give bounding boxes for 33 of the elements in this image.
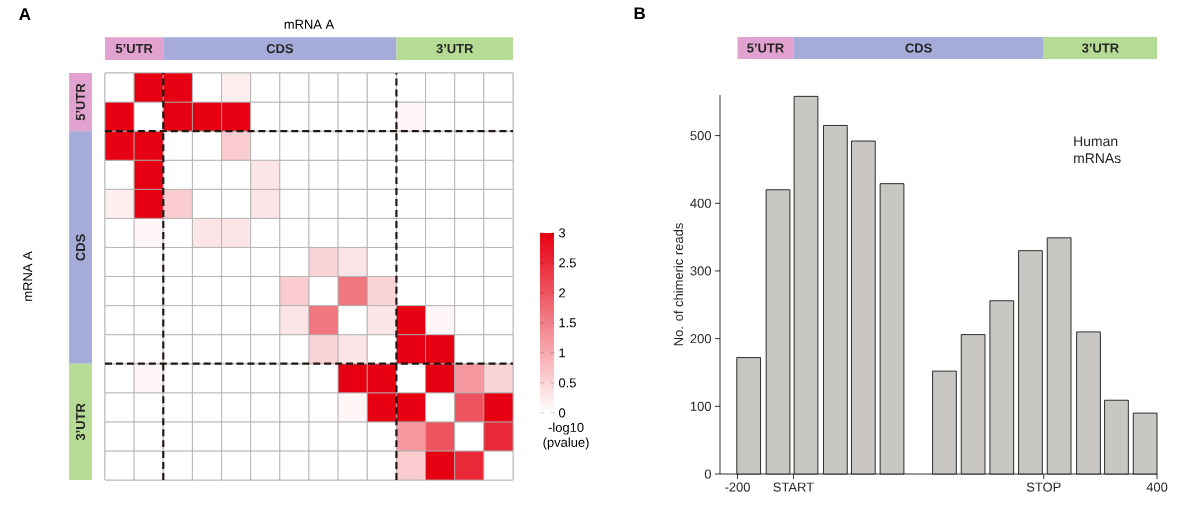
text: 5’UTR <box>76 83 86 121</box>
x-axis-title: mRNA A <box>284 19 335 29</box>
text: 5’UTR <box>115 44 153 54</box>
y-axis-title: No. of chimeric reads <box>673 223 684 346</box>
text: 3’UTR <box>1081 43 1119 53</box>
y-axis-title: mRNA A <box>23 251 33 301</box>
y-tick-label: 400 <box>690 198 711 208</box>
color-bar-label: 0 <box>558 408 566 418</box>
annotation: Human mRNAs <box>1074 136 1121 164</box>
color-bar-label: 1.5 <box>559 318 576 328</box>
x-tick-label: -200 <box>725 482 750 492</box>
chart-title: A <box>19 8 31 20</box>
y-tick-label: 300 <box>690 266 711 276</box>
color-bar-label: 1 <box>559 348 566 358</box>
y-tick-label: 500 <box>690 131 711 141</box>
color-bar-label: 3 <box>558 228 566 238</box>
chart-title: B <box>634 7 645 20</box>
text: CDS <box>905 43 932 53</box>
text: 3’UTR <box>436 43 474 54</box>
text: 3’UTR <box>75 403 86 441</box>
x-tick-label: 400 <box>1146 482 1168 492</box>
color-bar-title: -log10 (pvalue) <box>543 422 589 450</box>
text: 5’UTR <box>747 43 784 53</box>
y-tick-label: 200 <box>690 334 711 344</box>
color-bar-label: 0.5 <box>558 378 576 388</box>
x-tick-label: STOP <box>1026 482 1061 492</box>
text: CDS <box>266 43 294 54</box>
x-tick-label: START <box>773 482 814 492</box>
color-bar-label: 2.5 <box>559 258 576 268</box>
y-tick-label: 100 <box>690 401 711 411</box>
text: CDS <box>75 234 86 261</box>
y-tick-label: 0 <box>704 469 712 479</box>
color-bar-label: 2 <box>559 288 565 298</box>
